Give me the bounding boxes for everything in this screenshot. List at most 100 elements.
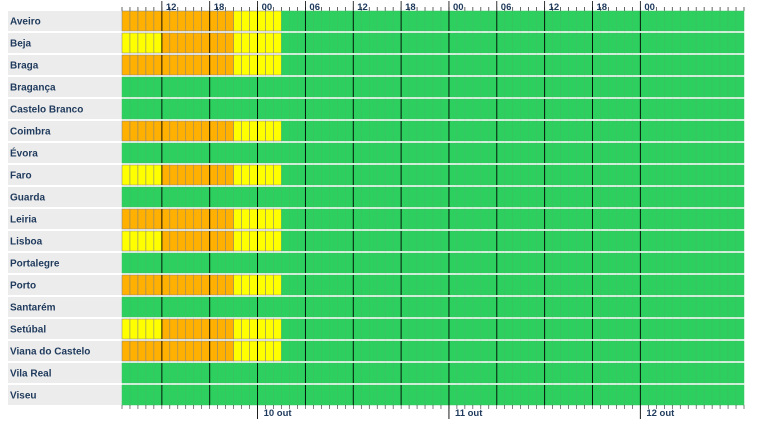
warning-cell-green [576, 54, 585, 76]
warning-cell-green [727, 362, 737, 384]
warning-cell-green [592, 54, 601, 76]
warning-cell-green [719, 32, 729, 54]
warning-cell-yellow [265, 54, 274, 76]
warning-cell-green [249, 142, 258, 164]
warning-cell-yellow [145, 32, 155, 54]
warning-cell-green [584, 120, 593, 142]
warning-cell-green [544, 362, 553, 384]
time-tick-label: 06 [501, 2, 512, 13]
warning-cell-green [600, 384, 609, 406]
warning-cell-green [576, 142, 585, 164]
warning-cell-yellow [153, 164, 163, 186]
warning-cell-green [600, 186, 609, 208]
warning-cell-green [392, 142, 402, 164]
warning-cell-green [695, 274, 705, 296]
warning-cell-green [552, 10, 561, 32]
warning-cell-green [400, 76, 410, 98]
warning-cell-green [145, 186, 155, 208]
warning-cell-green [703, 164, 713, 186]
warning-cell-yellow [249, 164, 258, 186]
district-label: Beja [10, 39, 32, 50]
warning-cell-green [576, 252, 585, 274]
warning-cell-yellow [273, 230, 282, 252]
warning-cell-green [536, 98, 545, 120]
warning-cell-green [664, 98, 673, 120]
warning-cell-green [424, 186, 434, 208]
warning-cell-green [209, 186, 218, 208]
warning-cell-green [584, 32, 593, 54]
warning-cell-green [217, 186, 226, 208]
warning-cell-green [249, 362, 258, 384]
warning-cell-green [145, 142, 155, 164]
warning-cell-green [472, 164, 482, 186]
warning-cell-green [400, 186, 410, 208]
warning-cell-green [616, 98, 625, 120]
warning-cell-green [568, 120, 577, 142]
warning-cell-yellow [241, 274, 250, 296]
warning-cell-green [735, 120, 745, 142]
warning-cell-green [241, 362, 250, 384]
warning-cell-green [640, 32, 649, 54]
warning-cell-green [305, 362, 314, 384]
warning-cell-yellow [153, 318, 163, 340]
warning-cell-green [584, 384, 593, 406]
warning-cell-green [408, 384, 418, 406]
warning-cell-green [448, 10, 458, 32]
warning-cell-green [472, 98, 482, 120]
warning-cell-green [624, 362, 633, 384]
warning-cell-green [671, 54, 681, 76]
warning-cell-green [624, 252, 633, 274]
warning-cell-green [321, 252, 330, 274]
warning-cell-green [608, 10, 617, 32]
warning-cell-green [321, 340, 330, 362]
warning-cell-green [608, 252, 617, 274]
warning-cell-orange [201, 274, 210, 296]
warning-cell-green [727, 296, 737, 318]
warning-cell-orange [169, 120, 179, 142]
warning-cell-green [703, 142, 713, 164]
warning-cell-green [297, 296, 306, 318]
warning-cell-green [337, 10, 346, 32]
warning-cell-green [201, 384, 210, 406]
warning-cell-green [711, 98, 721, 120]
warning-cell-green [456, 142, 466, 164]
warning-cell-green [576, 274, 585, 296]
district-label-bg [8, 231, 122, 251]
time-tick-label: 00 [453, 2, 464, 13]
warning-cell-green [353, 252, 362, 274]
warning-cell-green [464, 120, 474, 142]
warning-cell-green [640, 252, 649, 274]
warning-cell-green [520, 274, 529, 296]
warning-cell-green [488, 362, 498, 384]
warning-cell-yellow [273, 208, 282, 230]
warning-cell-green [656, 296, 665, 318]
warning-cell-green [568, 230, 577, 252]
warning-cell-green [727, 120, 737, 142]
warning-cell-green [289, 186, 298, 208]
warning-cell-green [129, 76, 139, 98]
warning-cell-green [679, 274, 689, 296]
warning-cell-green [464, 10, 474, 32]
warning-cell-green [679, 362, 689, 384]
warning-cell-green [656, 54, 665, 76]
warning-cell-green [536, 208, 545, 230]
warning-cell-orange [225, 32, 234, 54]
warning-cell-green [592, 362, 601, 384]
warning-cell-green [664, 10, 673, 32]
warning-cell-green [600, 230, 609, 252]
warning-cell-green [137, 142, 147, 164]
warning-cell-orange [129, 208, 139, 230]
warning-cell-orange [137, 340, 147, 362]
warning-cell-green [297, 164, 306, 186]
warning-cell-green [679, 296, 689, 318]
warning-cell-green [313, 120, 322, 142]
warning-cell-yellow [233, 340, 242, 362]
warning-cell-green [313, 252, 322, 274]
warning-cell-green [376, 164, 386, 186]
warning-cell-green [289, 340, 298, 362]
warning-cell-green [727, 164, 737, 186]
warning-cell-green [640, 142, 649, 164]
warning-cell-yellow [273, 274, 282, 296]
warning-cell-green [496, 98, 506, 120]
warning-cell-green [345, 384, 354, 406]
